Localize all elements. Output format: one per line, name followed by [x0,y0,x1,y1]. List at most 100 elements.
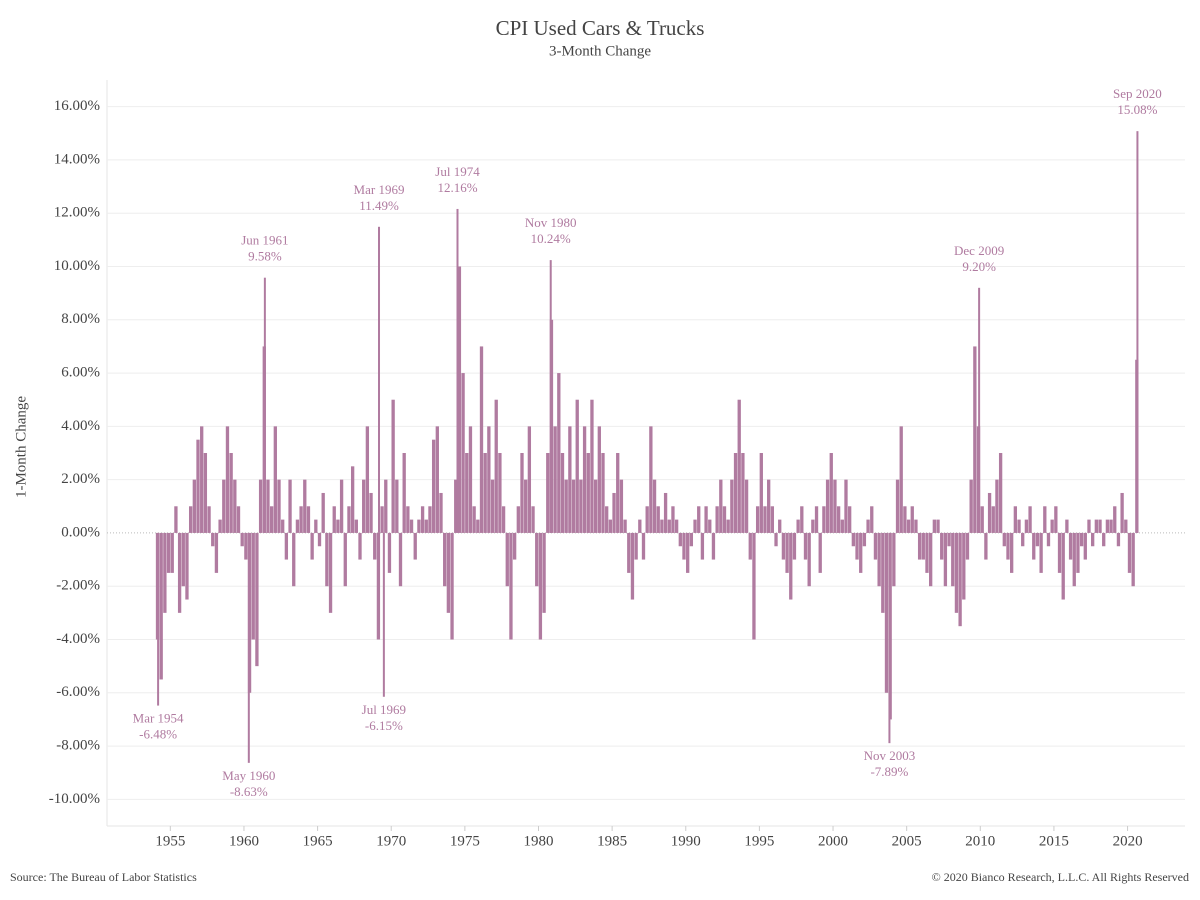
bar [792,532,797,560]
source: Source: The Bureau of Labor Statistics [10,870,197,884]
bar [1113,506,1117,533]
bar [1105,519,1110,533]
bar [222,479,226,533]
bar [627,532,631,573]
bar [1024,519,1029,533]
bar [652,479,657,533]
bar [527,426,532,533]
bar [697,506,701,533]
x-tick-label: 1960 [229,833,259,849]
annotation-label: Mar 1969 [354,182,405,197]
bar [321,492,325,533]
bar [358,532,362,560]
y-tick-label: -6.00% [56,684,100,700]
bar [273,426,277,533]
bar [730,479,734,533]
bar [457,266,462,533]
bar [343,532,347,587]
annotation-value: -8.63% [230,784,268,799]
bar [461,373,465,533]
bar [700,532,705,560]
bar [796,519,800,533]
bar [770,506,775,533]
annotated-bar [263,277,266,533]
bar [733,453,738,533]
bar [269,506,274,533]
bar [763,506,767,533]
bar [435,426,439,533]
bar [159,532,163,680]
annotation-label: Jul 1974 [435,164,480,179]
x-tick-label: 2000 [818,833,848,849]
bar [848,506,852,533]
bar [892,532,896,587]
annotation-value: -7.89% [870,764,908,779]
bar [1087,519,1091,533]
bar [546,453,550,533]
bar [306,506,311,533]
y-tick-label: -8.00% [56,738,100,754]
bar [682,532,686,560]
bar [336,519,340,533]
bar [991,506,995,533]
x-tick-label: 1970 [376,833,406,849]
y-tick-label: -4.00% [56,631,100,647]
bar [465,453,469,533]
chart-title: CPI Used Cars & Trucks [496,16,705,40]
bar [590,399,594,533]
bar [1061,532,1065,600]
bar [741,453,745,533]
bar [1127,532,1132,573]
bar [711,532,716,560]
bar [998,453,1003,533]
bar [177,532,182,613]
bar [980,506,984,533]
bar [1131,532,1135,587]
bar [829,453,833,533]
bar [420,506,425,533]
bar [284,532,289,560]
bar [649,426,653,533]
bar [192,479,196,533]
bar [501,506,506,533]
bar [281,519,285,533]
y-tick-label: 6.00% [61,365,100,381]
bar [582,426,587,533]
bar [1021,532,1025,547]
bar [586,453,590,533]
bar [903,506,907,533]
bar [200,426,204,533]
y-tick-label: -10.00% [49,791,100,807]
bar [384,479,388,533]
bar [645,506,649,533]
bar [630,532,635,600]
bar [987,492,992,533]
bar [722,506,727,533]
bar [428,506,432,533]
bar [498,453,502,533]
bar [564,479,568,533]
bar [450,532,454,640]
bar [877,532,881,587]
bar [693,519,697,533]
bar [332,506,336,533]
annotation-value: 12.16% [437,180,477,195]
bar [818,532,822,573]
bar [185,532,189,600]
bar [236,506,241,533]
bar [553,426,557,533]
bar [288,479,292,533]
x-tick-label: 1955 [155,833,185,849]
bar [479,346,484,533]
x-tick-label: 1980 [523,833,553,849]
annotation-value: 10.24% [531,231,571,246]
x-tick-label: 2015 [1039,833,1069,849]
bar [984,532,988,560]
bar [203,453,208,533]
bar [524,479,528,533]
x-tick-label: 2005 [892,833,922,849]
bar [836,506,841,533]
bar [391,399,395,533]
bar [951,532,955,587]
bar [538,532,543,640]
